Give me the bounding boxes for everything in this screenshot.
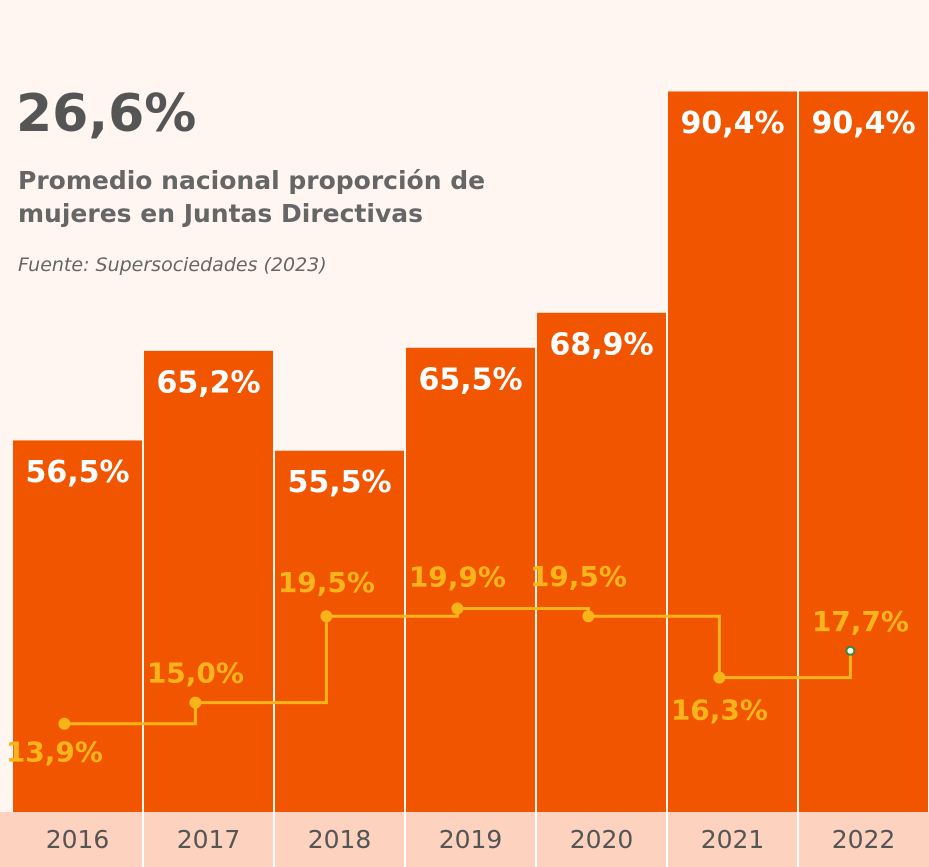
subtitle: Promedio nacional proporción de mujeres …	[18, 166, 486, 228]
bar	[799, 91, 928, 812]
axis-band	[0, 812, 929, 867]
bar-label: 65,5%	[418, 362, 522, 397]
point	[58, 717, 71, 730]
x-tick-label: 2017	[177, 825, 241, 854]
bar	[13, 440, 142, 812]
point	[451, 602, 464, 615]
point	[713, 671, 726, 684]
point-label: 19,5%	[530, 560, 627, 593]
bar	[537, 312, 666, 812]
bar-label: 68,9%	[549, 327, 653, 362]
bar	[144, 350, 273, 812]
point-label: 19,5%	[278, 566, 375, 599]
bar-label: 90,4%	[680, 106, 784, 141]
x-tick-label: 2022	[832, 825, 896, 854]
x-tick-label: 2020	[570, 825, 634, 854]
x-tick-label: 2021	[701, 825, 765, 854]
point	[189, 696, 202, 709]
bar	[275, 450, 404, 812]
bar	[406, 347, 535, 812]
point	[582, 610, 595, 623]
x-tick-label: 2016	[46, 825, 110, 854]
point-label: 19,9%	[409, 561, 506, 594]
x-tick-label: 2019	[439, 825, 503, 854]
headline: 26,6%	[16, 84, 197, 144]
bar-label: 56,5%	[25, 455, 129, 490]
x-tick-label: 2018	[308, 825, 372, 854]
bar	[668, 91, 797, 812]
bar-label: 65,2%	[156, 365, 260, 400]
bar-label: 55,5%	[287, 465, 391, 500]
point	[320, 610, 333, 623]
point-label: 17,7%	[812, 605, 909, 638]
source: Fuente: Supersociedades (2023)	[18, 254, 327, 276]
point-label: 15,0%	[147, 657, 244, 690]
point-label: 13,9%	[6, 736, 103, 769]
point	[845, 645, 856, 656]
point-label: 16,3%	[671, 694, 768, 727]
bar-label: 90,4%	[811, 106, 915, 141]
